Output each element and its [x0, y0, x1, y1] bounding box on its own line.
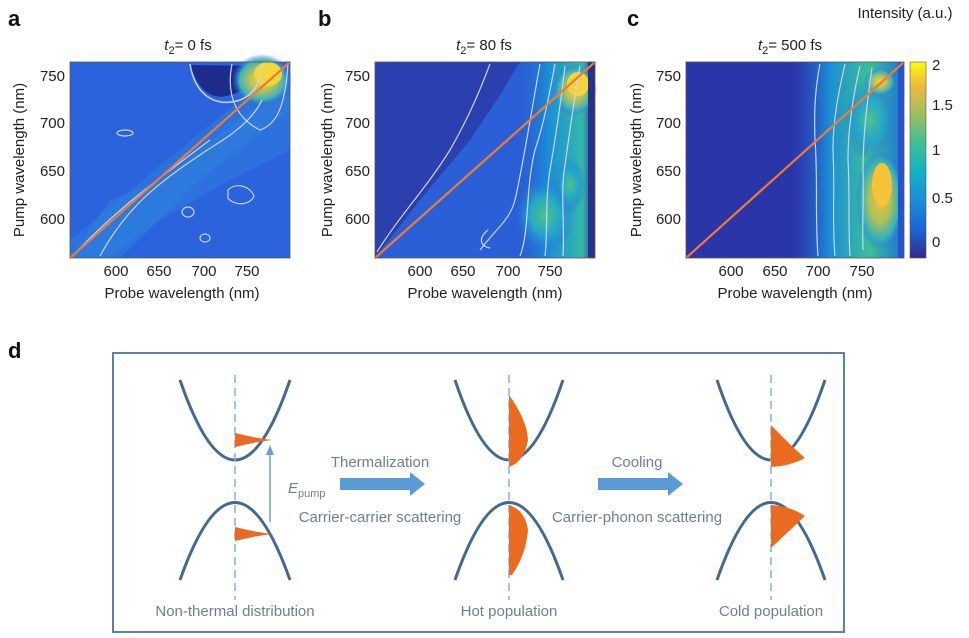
svg-text:650: 650: [345, 163, 370, 180]
panel-d: d Epump Non-thermal distribution Thermal…: [8, 338, 845, 633]
panel-c: c t2= 500 fs 600 650 700 750 600: [627, 6, 905, 302]
svg-text:700: 700: [495, 263, 520, 280]
svg-text:Carrier-carrier scattering: Carrier-carrier scattering: [299, 509, 462, 526]
panel-letter: d: [8, 338, 21, 363]
svg-text:600: 600: [103, 263, 128, 280]
cooling-arrow: Cooling Carrier-phonon scattering: [552, 454, 722, 526]
x-ticks-a: 600 650 700 750: [103, 263, 259, 280]
band-diagram-cold: Cold population: [715, 375, 827, 620]
y-axis-label: Pump wavelength (nm): [628, 83, 645, 237]
colorbar: Intensity (a.u.) 2 1.5 1 0.5 0: [857, 5, 953, 259]
panel-letter: c: [627, 6, 639, 31]
svg-text:650: 650: [40, 163, 65, 180]
svg-text:Carrier-phonon scattering: Carrier-phonon scattering: [552, 509, 722, 526]
panel-b: b t2= 80 fs 600 650 700 750: [318, 6, 597, 302]
panel-title: t2= 0 fs: [164, 37, 211, 57]
nonthermal-label: Non-thermal distribution: [155, 603, 314, 620]
diagram-frame: [112, 352, 845, 633]
x-axis-label: Probe wavelength (nm): [104, 285, 259, 302]
x-ticks-c: 600 650 700 750: [718, 263, 874, 280]
cold-label: Cold population: [719, 603, 823, 620]
y-ticks-b: 600 650 700 750: [345, 68, 370, 228]
svg-text:750: 750: [345, 68, 370, 85]
svg-text:600: 600: [718, 263, 743, 280]
svg-text:700: 700: [656, 115, 681, 132]
svg-text:1.5: 1.5: [932, 97, 953, 114]
x-ticks-b: 600 650 700 750: [407, 263, 562, 280]
svg-text:750: 750: [40, 68, 65, 85]
svg-text:700: 700: [805, 263, 830, 280]
svg-text:Cooling: Cooling: [612, 454, 663, 471]
y-ticks-a: 600 650 700 750: [40, 68, 65, 228]
svg-text:0: 0: [932, 234, 940, 251]
svg-text:650: 650: [146, 263, 171, 280]
band-diagram-nonthermal: Epump Non-thermal distribution: [155, 375, 326, 620]
y-axis-label: Pump wavelength (nm): [319, 83, 336, 237]
svg-text:700: 700: [40, 115, 65, 132]
panel-letter: a: [8, 6, 21, 31]
svg-text:750: 750: [849, 263, 874, 280]
hot-label: Hot population: [461, 603, 558, 620]
svg-text:700: 700: [345, 115, 370, 132]
svg-text:750: 750: [537, 263, 562, 280]
panel-a: a t2= 0 fs 600 650 700 750: [8, 6, 292, 302]
svg-text:750: 750: [234, 263, 259, 280]
svg-text:1: 1: [932, 142, 940, 159]
panel-title: t2= 80 fs: [456, 37, 512, 57]
svg-text:650: 650: [656, 163, 681, 180]
y-axis-label: Pump wavelength (nm): [11, 83, 28, 237]
svg-text:0.5: 0.5: [932, 190, 953, 207]
svg-text:600: 600: [407, 263, 432, 280]
svg-text:750: 750: [656, 68, 681, 85]
panel-letter: b: [318, 6, 331, 31]
svg-text:600: 600: [40, 211, 65, 228]
svg-text:600: 600: [345, 211, 370, 228]
x-axis-label: Probe wavelength (nm): [407, 285, 562, 302]
heatmap-b: [374, 61, 597, 259]
panel-title: t2= 500 fs: [758, 37, 822, 57]
thermalization-arrow: Thermalization Carrier-carrier scatterin…: [299, 454, 462, 526]
svg-text:2: 2: [932, 57, 940, 74]
heatmap-a: [69, 54, 292, 259]
svg-text:Thermalization: Thermalization: [331, 454, 429, 471]
band-diagram-hot: Hot population: [453, 375, 565, 620]
colorbar-title: Intensity (a.u.): [857, 5, 952, 22]
y-ticks-c: 600 650 700 750: [656, 68, 681, 228]
x-axis-label: Probe wavelength (nm): [717, 285, 872, 302]
svg-text:700: 700: [191, 263, 216, 280]
svg-text:650: 650: [762, 263, 787, 280]
epump-label: Epump: [288, 480, 326, 500]
svg-text:600: 600: [656, 211, 681, 228]
svg-text:650: 650: [450, 263, 475, 280]
heatmap-c: [685, 61, 905, 259]
